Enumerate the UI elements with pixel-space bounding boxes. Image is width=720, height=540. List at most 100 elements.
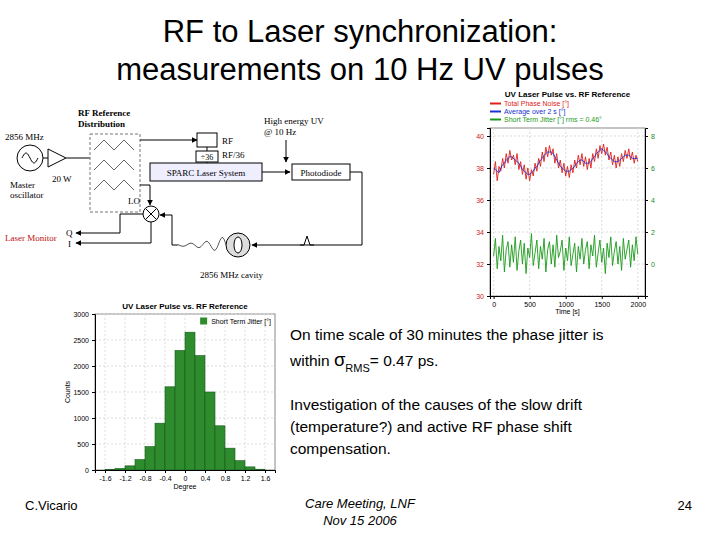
distribution-path xyxy=(94,180,134,190)
laser-box xyxy=(150,163,262,181)
tick-mark xyxy=(645,232,648,233)
paragraph-line: On time scale of 30 minutes the phase ji… xyxy=(290,326,604,343)
axis-title: Time [s] xyxy=(555,308,580,316)
legend-swatch xyxy=(490,111,501,113)
connector xyxy=(140,140,197,141)
tick-mark xyxy=(645,200,648,201)
tick-mark xyxy=(645,168,648,169)
tick-label: 0 xyxy=(492,301,496,308)
diagram-label: Laser Monitor xyxy=(5,233,57,243)
diagram-label: RF/36 xyxy=(222,150,245,160)
tick: 32 xyxy=(476,261,490,268)
paragraph-line: Investigation of the causes of the slow … xyxy=(290,396,583,413)
tick: 1000 xyxy=(73,415,95,422)
diagram-label: ÷36 xyxy=(201,153,213,162)
tick-mark xyxy=(92,340,95,341)
tick: 2000 xyxy=(631,296,647,308)
tick: 30 xyxy=(476,293,490,300)
chart-title: UV Laser Pulse vs. RF Reference xyxy=(505,90,631,99)
rf-box xyxy=(197,133,217,147)
axis-line xyxy=(646,129,649,297)
histogram-bar xyxy=(255,469,265,470)
diagram-label: Photodiode xyxy=(300,168,341,178)
tick-mark xyxy=(566,296,567,299)
tick-label: 40 xyxy=(476,133,484,140)
plot xyxy=(105,332,265,470)
plot xyxy=(494,144,638,274)
legend: Short Term Jitter [°] xyxy=(200,318,271,327)
axis-line xyxy=(491,297,646,300)
tick: -0.8 xyxy=(139,470,151,482)
tick-mark xyxy=(487,200,490,201)
cavity xyxy=(226,233,250,257)
tick-label: 1.6 xyxy=(261,475,271,482)
axis-title: Counts xyxy=(64,380,71,403)
connector xyxy=(76,222,151,243)
tick-label: 38 xyxy=(476,165,484,172)
tick-label: 500 xyxy=(524,301,536,308)
grid-line xyxy=(493,128,494,296)
grid-line xyxy=(490,200,645,201)
legend-swatch xyxy=(490,119,501,121)
paragraph-line: within σRMS= 0.47 ps. xyxy=(289,349,438,374)
connector xyxy=(140,185,150,205)
histogram-bar xyxy=(115,468,125,470)
diagram-label: 2856 MHz xyxy=(5,132,44,142)
tick: 1.2 xyxy=(241,470,251,482)
axis: -1.6-1.2-0.8-0.400.40.81.21.6 xyxy=(96,470,276,482)
tick-label: 34 xyxy=(476,229,484,236)
legend-label: Short Term Jitter [°] xyxy=(211,318,271,326)
histogram-bar xyxy=(235,461,245,470)
tick-mark xyxy=(265,470,266,473)
tick: -0.4 xyxy=(159,470,171,482)
tick-label: 0 xyxy=(651,261,655,268)
histogram-bar xyxy=(225,448,235,470)
tick-label: 1000 xyxy=(558,301,574,308)
text-run: = 0.47 ps. xyxy=(370,352,439,369)
diagram-label: 20 W xyxy=(52,174,72,184)
tick-mark xyxy=(92,444,95,445)
grid-line xyxy=(637,128,638,296)
footer-event: Care Meeting, LNF xyxy=(305,496,416,511)
legend: Total Phase Noise [°]Average over 2 s [°… xyxy=(490,100,602,124)
page-number: 24 xyxy=(678,498,692,513)
series-line xyxy=(494,144,638,181)
axis-title: Degree xyxy=(174,483,197,491)
tick: 0 xyxy=(645,261,655,268)
histogram-bar xyxy=(175,350,185,470)
grid-line xyxy=(95,314,275,315)
histogram-bar xyxy=(215,426,225,470)
connector xyxy=(252,172,362,245)
legend-label: Total Phase Noise [°] xyxy=(504,100,569,108)
tick-mark xyxy=(205,470,206,473)
tick-mark xyxy=(145,470,146,473)
tick-label: 6 xyxy=(651,165,655,172)
cavity-inner xyxy=(234,237,242,253)
diagram-label: I xyxy=(68,239,71,249)
tick-label: 30 xyxy=(476,293,484,300)
distribution-path xyxy=(94,140,134,150)
tick: 2000 xyxy=(73,363,95,370)
histogram-bar xyxy=(245,467,255,470)
tick-label: 0.4 xyxy=(201,475,211,482)
tick-mark xyxy=(92,392,95,393)
grid-line xyxy=(529,128,530,296)
tick-mark xyxy=(105,470,106,473)
distribution-box xyxy=(90,134,140,212)
histogram-bar xyxy=(185,332,195,470)
tick-label: 1500 xyxy=(73,389,89,396)
tick-mark xyxy=(225,470,226,473)
tick: 1000 xyxy=(558,296,574,308)
tick-label: 4 xyxy=(651,197,655,204)
diagram-label: SPARC Laser System xyxy=(167,168,246,178)
tick-mark xyxy=(638,296,639,299)
tick-label: 0 xyxy=(85,467,89,474)
tick: 3000 xyxy=(73,311,95,318)
diagram-label: Distribution xyxy=(78,119,125,129)
tick: 500 xyxy=(77,441,95,448)
series-line xyxy=(494,234,638,274)
tick-label: -1.6 xyxy=(99,475,111,482)
grid-line xyxy=(490,232,645,233)
oscillator xyxy=(17,145,43,171)
tick: 0 xyxy=(492,296,496,308)
